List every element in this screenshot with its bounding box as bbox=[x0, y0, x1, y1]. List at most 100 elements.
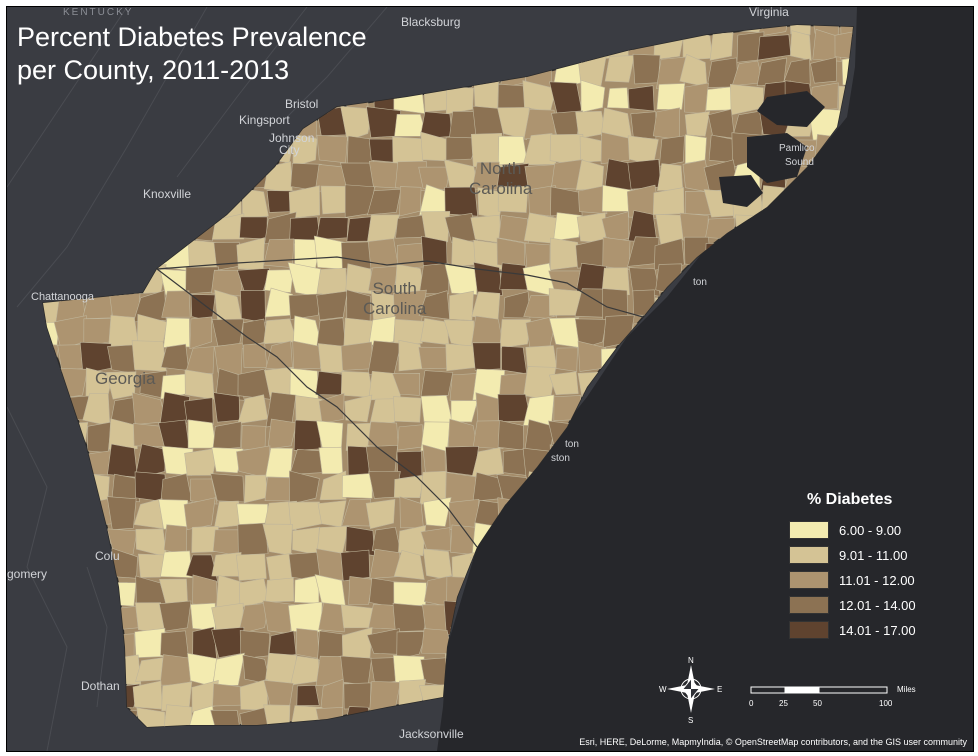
county-polygon bbox=[600, 131, 635, 165]
county-polygon bbox=[393, 581, 427, 607]
county-polygon bbox=[264, 269, 294, 293]
county-polygon bbox=[161, 290, 191, 318]
state-label-north-carolina: North Carolina bbox=[469, 159, 532, 199]
map-canvas[interactable] bbox=[7, 7, 973, 751]
map-frame: Percent Diabetes Prevalence per County, … bbox=[6, 6, 974, 752]
legend-label: 12.01 - 14.00 bbox=[839, 597, 916, 613]
compass-e: E bbox=[717, 685, 722, 694]
county-polygon bbox=[316, 290, 348, 321]
county-polygon bbox=[576, 212, 606, 244]
compass-w: W bbox=[659, 685, 667, 694]
county-polygon bbox=[503, 291, 531, 319]
county-polygon bbox=[654, 238, 685, 271]
county-polygon bbox=[684, 111, 710, 137]
county-polygon bbox=[288, 293, 323, 320]
county-polygon bbox=[295, 628, 320, 659]
county-polygon bbox=[497, 107, 530, 140]
county-polygon bbox=[292, 340, 323, 370]
map-title-line1: Percent Diabetes Prevalence bbox=[17, 22, 367, 52]
county-polygon bbox=[340, 371, 374, 398]
county-polygon bbox=[393, 549, 425, 580]
place-pamlico-1: Pamlico bbox=[779, 143, 815, 154]
county-polygon bbox=[602, 236, 631, 271]
county-polygon bbox=[685, 134, 707, 164]
county-polygon bbox=[471, 447, 504, 477]
county-polygon bbox=[604, 55, 635, 83]
state-borders bbox=[156, 256, 644, 548]
legend: % Diabetes 6.00 - 9.00 9.01 - 11.00 11.01 … bbox=[789, 491, 949, 646]
county-polygon bbox=[184, 369, 215, 400]
place-johnson-city-2: City bbox=[279, 143, 300, 157]
county-polygon bbox=[348, 576, 374, 605]
state-label-nc-line1: North bbox=[479, 159, 522, 178]
county-polygon bbox=[445, 85, 474, 115]
county-polygon bbox=[368, 315, 396, 346]
place-columbus: Colu bbox=[95, 549, 120, 563]
county-polygon bbox=[160, 550, 193, 578]
county-polygon bbox=[318, 602, 346, 633]
county-polygon bbox=[393, 319, 425, 346]
county-polygon bbox=[473, 261, 503, 297]
county-polygon bbox=[163, 317, 190, 348]
place-charleston-1: ton bbox=[565, 439, 579, 450]
county-polygon bbox=[316, 134, 348, 164]
county-polygon bbox=[343, 682, 372, 710]
legend-item: 9.01 - 11.00 bbox=[789, 546, 949, 564]
county-polygon bbox=[419, 262, 450, 295]
county-polygon bbox=[235, 553, 267, 581]
county-polygon bbox=[397, 242, 426, 269]
county-polygon bbox=[239, 216, 268, 240]
county-polygon bbox=[237, 522, 269, 556]
county-polygon bbox=[319, 470, 347, 501]
county-polygon bbox=[810, 56, 837, 84]
scale-tick-100: 100 bbox=[879, 699, 893, 708]
county-polygon bbox=[396, 450, 423, 480]
legend-swatch bbox=[789, 621, 829, 639]
place-charleston-2: ston bbox=[551, 453, 570, 464]
county-polygon bbox=[111, 473, 140, 503]
county-polygon bbox=[213, 392, 240, 423]
county-polygon bbox=[242, 342, 268, 368]
county-polygon bbox=[237, 602, 270, 635]
legend-items: 6.00 - 9.00 9.01 - 11.00 11.01 - 12.00 12.0… bbox=[789, 521, 949, 639]
county-polygon bbox=[418, 166, 451, 190]
county-polygon bbox=[472, 342, 501, 371]
county-polygon bbox=[240, 290, 266, 324]
county-polygon bbox=[189, 478, 218, 505]
atlantic-ocean bbox=[437, 7, 973, 751]
county-polygon bbox=[212, 421, 242, 451]
county-polygon bbox=[159, 654, 192, 686]
county-polygon bbox=[393, 475, 425, 498]
county-polygon bbox=[340, 105, 374, 142]
county-polygon bbox=[472, 105, 505, 140]
county-polygon bbox=[320, 678, 344, 711]
county-polygon bbox=[138, 553, 167, 578]
scale-unit: Miles bbox=[897, 685, 916, 694]
county-polygon bbox=[450, 400, 478, 423]
state-label-sc-line2: Carolina bbox=[363, 299, 427, 318]
state-label-sc-line1: South bbox=[372, 279, 417, 298]
place-montgomery: gomery bbox=[7, 567, 48, 581]
county-polygon bbox=[162, 704, 193, 727]
place-virginia: Virginia bbox=[749, 6, 789, 19]
county-polygon bbox=[472, 420, 504, 449]
county-polygon bbox=[158, 600, 192, 632]
county-polygon bbox=[627, 159, 662, 190]
county-polygon bbox=[341, 498, 371, 527]
county-polygon bbox=[499, 262, 529, 291]
county-polygon bbox=[108, 418, 138, 450]
county-polygon bbox=[444, 263, 478, 295]
state-label-south-carolina: South Carolina bbox=[363, 279, 426, 319]
map-title-line2: per County, 2011-2013 bbox=[17, 55, 290, 85]
county-polygon bbox=[499, 319, 531, 349]
legend-label: 6.00 - 9.00 bbox=[839, 522, 902, 538]
map-title: Percent Diabetes Prevalence per County, … bbox=[17, 21, 367, 87]
county-polygon bbox=[656, 83, 686, 110]
place-blacksburg: Blacksburg bbox=[401, 15, 461, 29]
county-polygon bbox=[294, 574, 320, 604]
compass-n: N bbox=[688, 656, 694, 665]
county-polygon bbox=[783, 58, 811, 87]
county-polygon bbox=[627, 85, 655, 112]
county-polygon bbox=[318, 392, 345, 424]
place-kingsport: Kingsport bbox=[239, 113, 290, 127]
